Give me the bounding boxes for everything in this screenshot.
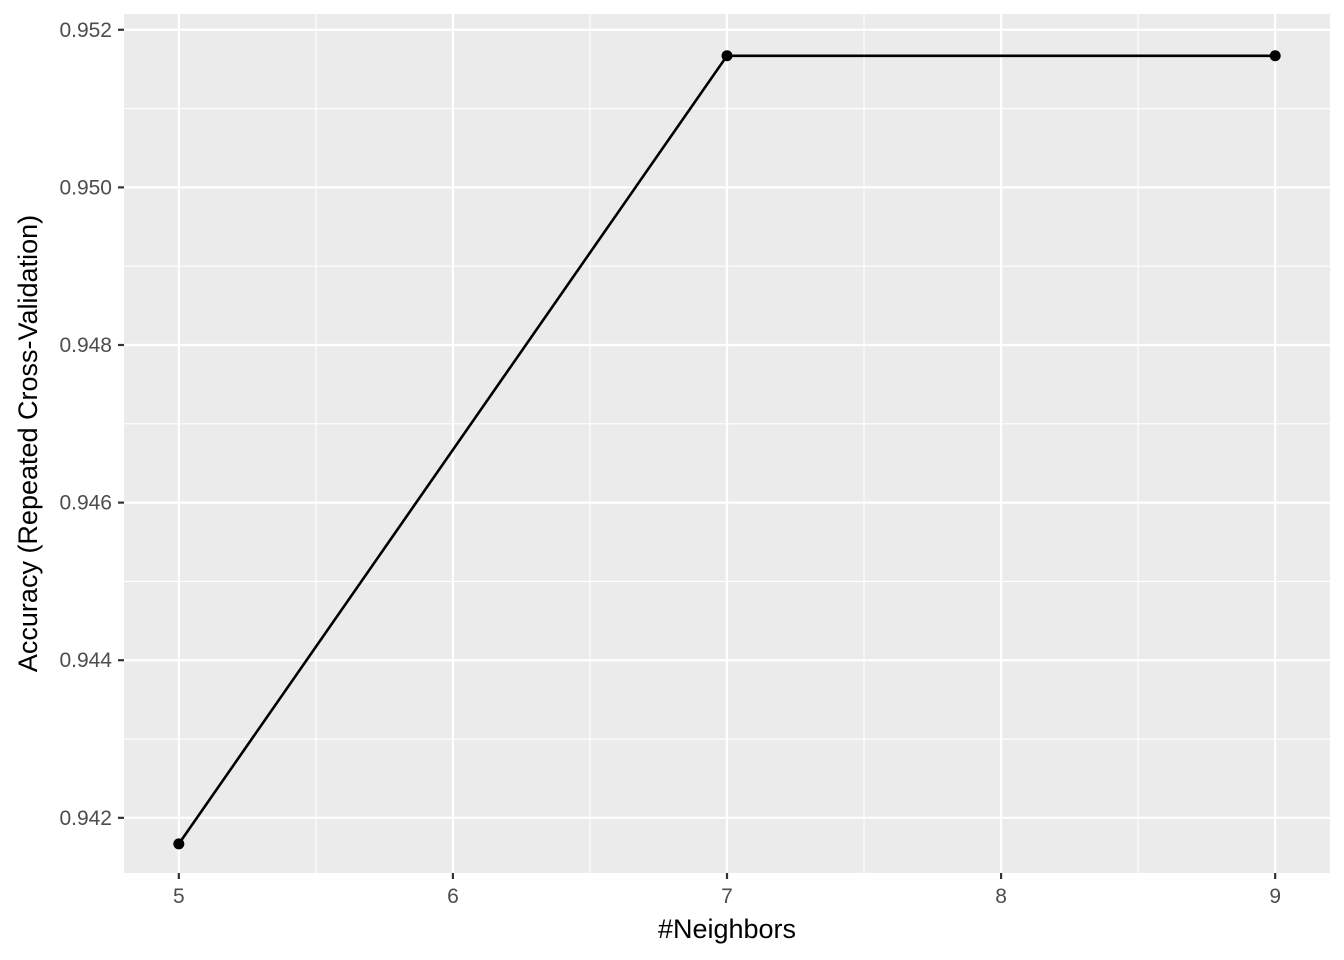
y-tick-label: 0.950 [59, 176, 112, 199]
y-tick-label: 0.946 [59, 492, 112, 515]
x-tick-label: 7 [721, 885, 733, 908]
x-axis-title: #Neighbors [658, 914, 796, 944]
data-point [721, 50, 733, 62]
x-tick-label: 9 [1269, 885, 1281, 908]
data-series [173, 50, 1281, 850]
y-tick-label: 0.942 [59, 807, 112, 830]
y-axis-title: Accuracy (Repeated Cross-Validation) [13, 215, 43, 672]
data-point [173, 838, 185, 850]
x-tick-label: 8 [995, 885, 1007, 908]
gridlines [124, 14, 1330, 873]
y-tick-label: 0.948 [59, 334, 112, 357]
x-tick-label: 5 [173, 885, 185, 908]
data-point [1269, 50, 1281, 62]
x-tick-label: 6 [447, 885, 459, 908]
y-tick-label: 0.944 [59, 649, 112, 672]
axes: 0.942 0.944 0.946 0.948 0.950 0.952 5 6 7 8 9 [59, 19, 1281, 908]
y-tick-label: 0.952 [59, 19, 112, 42]
